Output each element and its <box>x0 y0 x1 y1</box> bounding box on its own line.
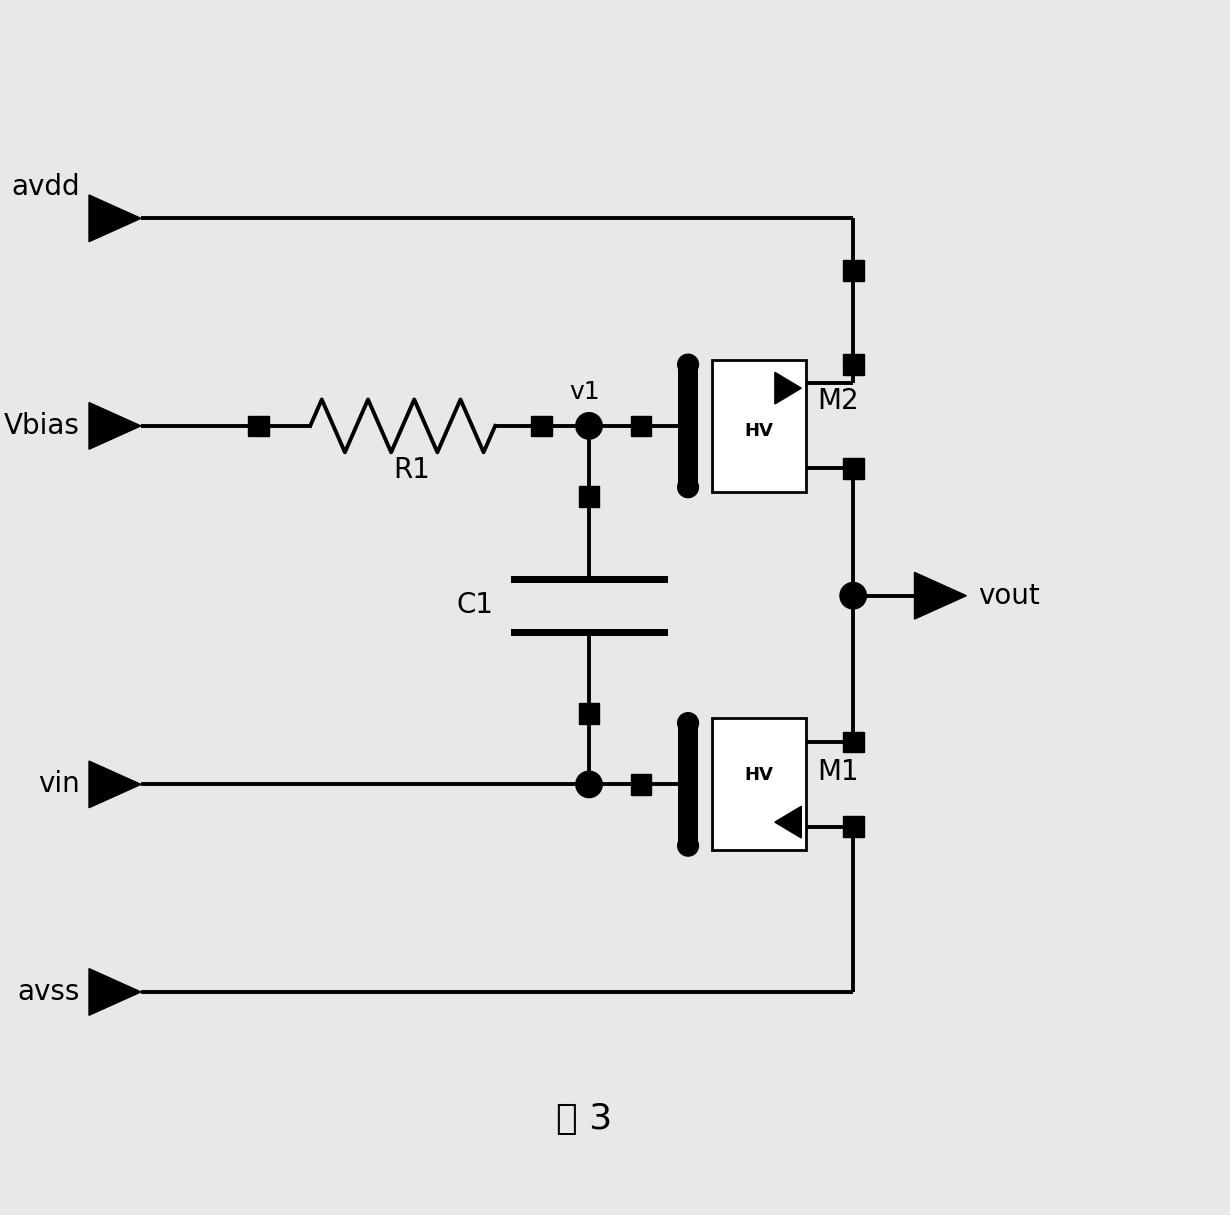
Text: M1: M1 <box>817 758 859 786</box>
Bar <box>843 816 863 837</box>
Polygon shape <box>775 372 801 405</box>
Text: avss: avss <box>17 978 80 1006</box>
Bar <box>712 718 806 850</box>
Text: vin: vin <box>38 770 80 798</box>
Circle shape <box>678 355 699 375</box>
Text: Vbias: Vbias <box>4 412 80 440</box>
Bar <box>531 416 552 436</box>
Bar <box>631 416 652 436</box>
Circle shape <box>678 836 699 857</box>
Text: R1: R1 <box>394 456 430 484</box>
Polygon shape <box>89 194 141 242</box>
Circle shape <box>576 772 603 797</box>
Bar <box>843 355 863 375</box>
Bar <box>678 723 699 846</box>
Circle shape <box>678 476 699 498</box>
Text: avdd: avdd <box>11 174 80 202</box>
Bar <box>843 458 863 479</box>
Polygon shape <box>89 761 141 808</box>
Text: v1: v1 <box>569 380 599 405</box>
Bar <box>678 364 699 487</box>
Polygon shape <box>914 572 967 620</box>
Bar <box>712 360 806 492</box>
Text: vout: vout <box>978 582 1039 610</box>
Bar <box>843 260 863 281</box>
Polygon shape <box>89 968 141 1016</box>
Text: 图 3: 图 3 <box>556 1102 613 1136</box>
Bar <box>578 703 599 724</box>
Circle shape <box>678 713 699 734</box>
Circle shape <box>576 413 603 439</box>
Circle shape <box>840 582 866 609</box>
Bar <box>843 731 863 752</box>
Text: HV: HV <box>744 765 774 784</box>
Text: HV: HV <box>744 422 774 440</box>
Bar <box>578 486 599 507</box>
Bar <box>631 774 652 795</box>
Text: M2: M2 <box>817 386 859 414</box>
Polygon shape <box>89 402 141 450</box>
Bar <box>248 416 269 436</box>
Text: C1: C1 <box>456 592 494 620</box>
Polygon shape <box>775 807 801 838</box>
